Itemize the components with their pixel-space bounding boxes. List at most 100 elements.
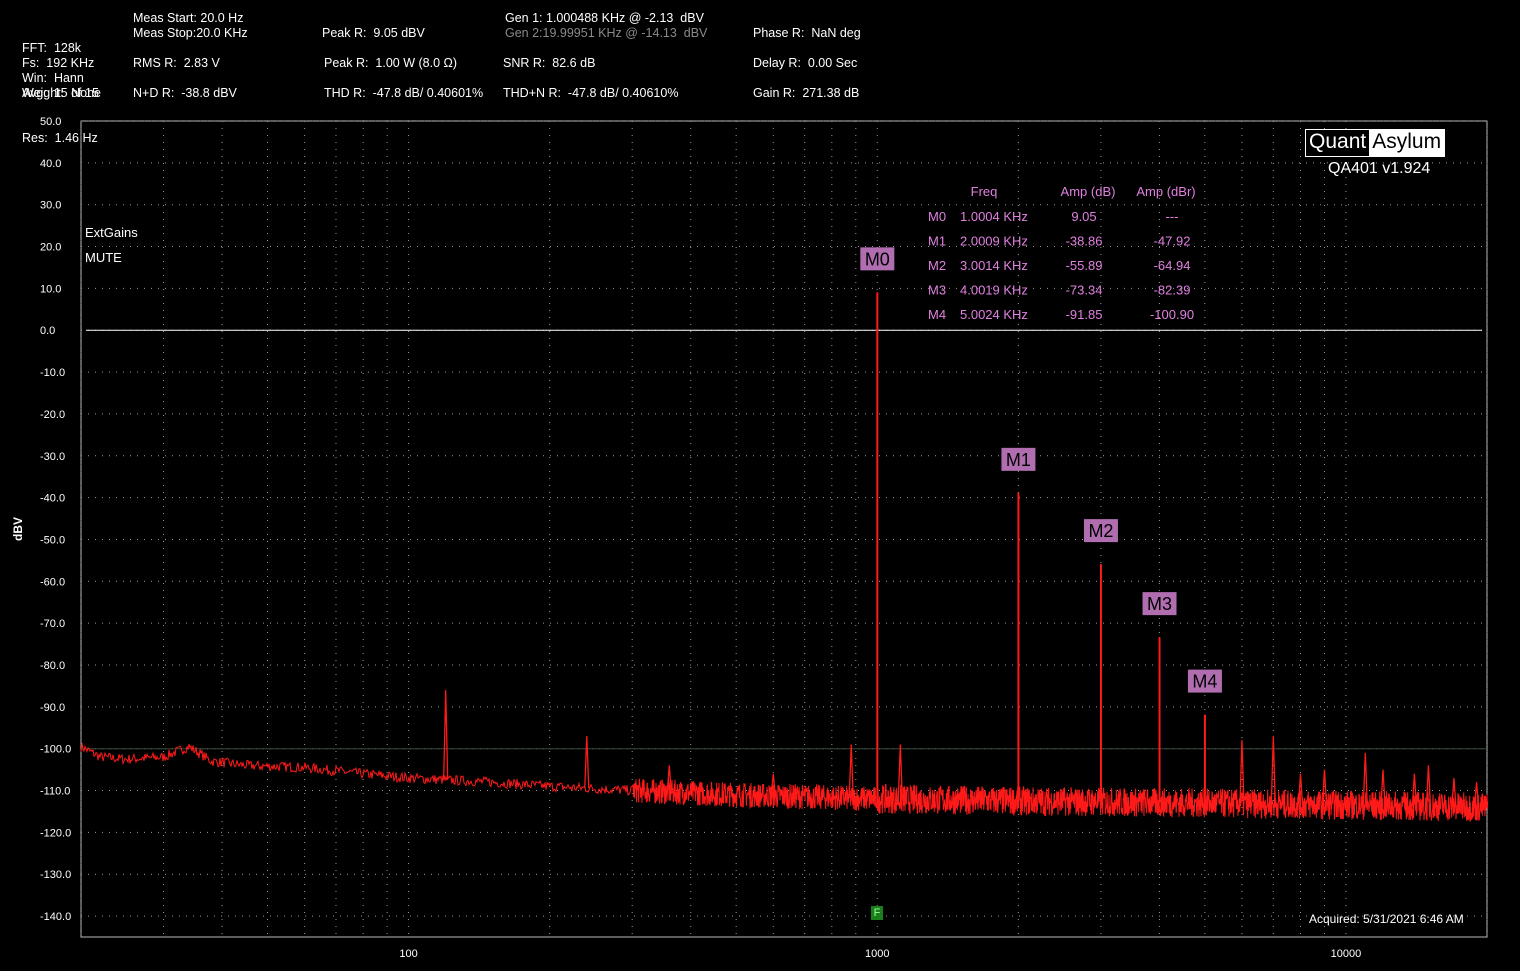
flag-marker[interactable]: F (871, 906, 883, 920)
y-tick-label: 0.0 (40, 325, 55, 337)
marker-table-cell: 9.05 (1071, 209, 1096, 224)
header-weight: Weight: None (22, 86, 101, 100)
x-tick-label: 1000 (865, 948, 889, 960)
overlay-extgains: ExtGains (85, 225, 138, 240)
spur-peak (897, 744, 903, 800)
header-meas-stop: Meas Stop:20.0 KHz (133, 26, 248, 40)
marker-table-cell: -100.90 (1150, 307, 1194, 322)
y-tick-label: 40.0 (40, 158, 61, 170)
plot-frame (80, 120, 1488, 938)
y-tick-label: -130.0 (40, 869, 71, 881)
y-tick-label: 20.0 (40, 242, 61, 254)
y-tick-label: 50.0 (40, 116, 61, 128)
header-fft-settings: FFT: 128k Avg: 15 of 15 Res: 1.46 Hz Fs:… (22, 11, 101, 206)
marker-table-cell: 5.0024 KHz (960, 307, 1028, 322)
overlay-mute: MUTE (85, 250, 122, 265)
spur-peak (443, 690, 449, 780)
y-tick-label: -140.0 (40, 911, 71, 923)
spur-peak (584, 736, 590, 789)
marker-table-cell: M0 (928, 209, 946, 224)
marker-table-cell: -82.39 (1154, 283, 1191, 298)
marker-table-cell: -73.34 (1066, 283, 1103, 298)
marker-label-bg (1142, 592, 1177, 616)
marker-label: M3 (1147, 594, 1172, 614)
header-snr: SNR R: 82.6 dB (503, 56, 596, 70)
y-tick-label: -20.0 (40, 409, 65, 421)
spur-peak (1411, 773, 1418, 807)
spur-peak (1270, 736, 1276, 805)
header-res: Res: 1.46 Hz (22, 131, 98, 145)
marker-table-cell: 2.0009 KHz (960, 234, 1028, 249)
y-tick-label: -70.0 (40, 618, 65, 630)
header-fft: FFT: 128k (22, 41, 82, 55)
reference-lines (81, 329, 1487, 750)
marker-table-cell: M1 (928, 234, 946, 249)
y-tick-label: -80.0 (40, 660, 65, 672)
spur-peak (1425, 765, 1432, 807)
spur-peak (1297, 773, 1304, 805)
marker-label-bg (860, 247, 895, 271)
y-tick-label: -110.0 (40, 786, 70, 798)
header-phase: Phase R: NaN deg (753, 26, 861, 40)
acquired-timestamp: Acquired: 5/31/2021 6:46 AM (1309, 912, 1464, 926)
marker-label-bg (1083, 519, 1118, 543)
spur-peak (1380, 769, 1386, 806)
marker-label-bg (1187, 669, 1222, 693)
grid (80, 120, 1488, 937)
spur-peak (1321, 769, 1328, 805)
y-tick-label: 30.0 (40, 200, 61, 212)
x-tick-label: 10000 (1331, 948, 1362, 960)
header-rms: RMS R: 2.83 V (133, 56, 220, 70)
noise-floor (80, 742, 1489, 822)
marker-label-bg (1001, 447, 1036, 471)
spur-peak (770, 773, 776, 796)
y-tick-label: -10.0 (40, 367, 65, 379)
header-peak-power: Peak R: 1.00 W (8.0 Ω) (324, 56, 458, 70)
y-tick-label: -60.0 (40, 576, 65, 588)
marker-table-header: Amp (dBr) (1136, 184, 1195, 199)
y-axis-label: dBV (11, 517, 25, 541)
marker-table-cell: 3.0014 KHz (960, 258, 1028, 273)
header-thdn: THD+N R: -47.8 dB/ 0.40610% (503, 86, 679, 100)
marker-labels: M0 M1 M2 M3 M4 (860, 247, 1222, 693)
marker-table-cell: M4 (928, 307, 946, 322)
version-label: QA401 v1.924 (1328, 160, 1431, 177)
marker-table-header: Amp (dB) (1061, 184, 1116, 199)
spur-peak (1473, 782, 1480, 808)
y-tick-label: -40.0 (40, 493, 65, 505)
header-gen2: Gen 2:19.99951 KHz @ -14.13 dBV (505, 26, 708, 40)
marker-table: Freq Amp (dB) Amp (dBr) M0 1.0004 KHz 9.05 ---… (928, 184, 1196, 322)
x-tick-labels: 100 1000 10000 (399, 948, 1361, 960)
marker-table-header: Freq (971, 184, 998, 199)
marker-table-cell: -38.86 (1066, 234, 1103, 249)
marker-label: M1 (1006, 450, 1031, 470)
header-gain: Gain R: 271.38 dB (753, 86, 860, 100)
header-nd: N+D R: -38.8 dBV (133, 86, 237, 100)
marker-table-cell: -64.94 (1154, 258, 1191, 273)
y-tick-label: -100.0 (40, 744, 71, 756)
marker-table-cell: M3 (928, 283, 946, 298)
marker-label: M4 (1192, 672, 1217, 692)
y-tick-label: -120.0 (40, 827, 71, 839)
y-tick-label: -90.0 (40, 702, 65, 714)
marker-label: M2 (1088, 521, 1113, 541)
marker-table-cell: -55.89 (1066, 258, 1103, 273)
marker-table-cell: M2 (928, 258, 946, 273)
y-tick-label: -30.0 (40, 451, 65, 463)
marker-table-cell: -47.92 (1154, 234, 1191, 249)
header-gen1: Gen 1: 1.000488 KHz @ -2.13 dBV (505, 11, 704, 25)
brand-part1: Quant (1306, 130, 1370, 156)
marker-table-cell: 4.0019 KHz (960, 283, 1028, 298)
marker-label: M0 (865, 249, 890, 269)
spur-peak (666, 765, 672, 793)
spur-peak (848, 744, 854, 799)
spur-peak (1451, 777, 1457, 807)
marker-table-cell: --- (1166, 209, 1179, 224)
header-delay: Delay R: 0.00 Sec (753, 56, 858, 70)
marker-table-cell: -91.85 (1066, 307, 1103, 322)
spur-peak (1239, 740, 1245, 804)
header-meas-start: Meas Start: 20.0 Hz (133, 11, 244, 25)
header-thd: THD R: -47.8 dB/ 0.40601% (324, 86, 484, 100)
brand-logo: Quant Asylum (1305, 129, 1446, 157)
